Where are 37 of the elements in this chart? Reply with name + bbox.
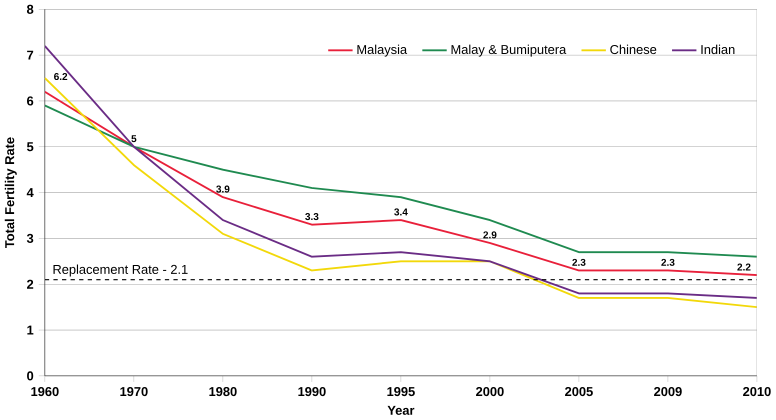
line-series xyxy=(44,104,757,258)
legend-label: Malaysia xyxy=(357,44,408,57)
x-tick-label: 1970 xyxy=(120,387,148,396)
data-label: 3.4 xyxy=(394,208,408,216)
line-series xyxy=(44,45,757,300)
y-tick-label: 5 xyxy=(26,142,34,152)
y-tick-label: 3 xyxy=(26,234,34,244)
x-tick-label: 2005 xyxy=(565,387,593,396)
data-label: 6.2 xyxy=(54,73,68,80)
legend-label: Chinese xyxy=(610,44,656,54)
data-label: 2.3 xyxy=(572,259,586,266)
x-tick-label: 1980 xyxy=(209,387,237,396)
data-label: 5 xyxy=(131,135,136,142)
data-label: 2.2 xyxy=(737,264,751,271)
data-label: 2.3 xyxy=(661,259,675,266)
y-axis-title: Total Fertility Rate xyxy=(4,138,17,248)
x-tick-label: 2000 xyxy=(476,387,504,396)
data-label: 3.9 xyxy=(216,186,230,193)
y-tick-label: 1 xyxy=(27,326,34,335)
y-tick-label: 7 xyxy=(27,50,34,60)
line-series xyxy=(44,91,757,276)
ref-line-label: Replacement Rate - 2.1 xyxy=(54,264,188,277)
y-tick-label: 4 xyxy=(26,188,34,198)
y-tick-label: 6 xyxy=(27,96,34,106)
y-tick-label: 0 xyxy=(27,371,34,381)
y-tick-label: 2 xyxy=(27,280,34,289)
x-tick-label: 2010 xyxy=(743,387,771,396)
data-label: 2.9 xyxy=(483,232,496,239)
x-tick-label: 1990 xyxy=(298,387,326,396)
x-axis-title: Year xyxy=(388,406,414,416)
legend-label: Indian xyxy=(701,44,734,54)
x-tick-label: 2009 xyxy=(654,387,682,396)
data-label: 3.3 xyxy=(305,213,318,220)
y-tick-label: 8 xyxy=(26,4,34,14)
x-tick-label: 1960 xyxy=(31,387,59,396)
legend-label: Malay & Bumiputera xyxy=(452,44,566,57)
x-tick-label: 1995 xyxy=(387,387,415,396)
